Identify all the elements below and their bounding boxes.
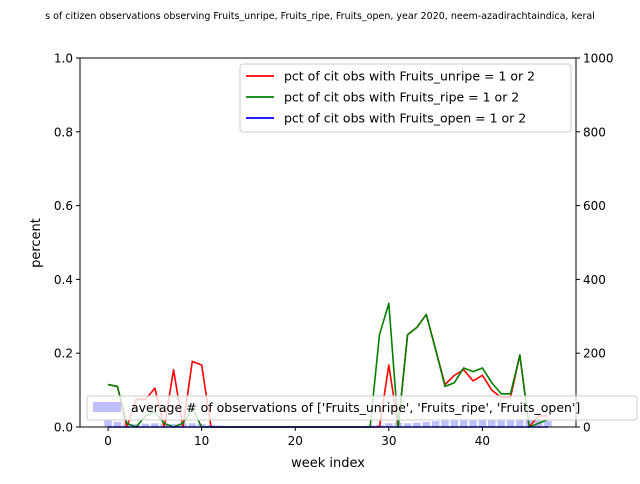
y-tick-label: 1.0 (54, 52, 73, 66)
y-tick-label: 0.6 (54, 199, 73, 213)
x-axis-label: week index (291, 456, 365, 471)
x-tick-label: 20 (288, 434, 303, 448)
observation-bar (431, 421, 440, 427)
observation-bar (403, 423, 412, 427)
observation-bar (141, 423, 150, 427)
observation-bar (516, 420, 524, 427)
y2-tick-label: 200 (583, 347, 606, 361)
bar-legend-swatch (93, 402, 121, 412)
x-axis: 0 10 20 30 40 (104, 427, 490, 448)
y2-tick-label: 400 (583, 273, 606, 287)
y-tick-label: 0.8 (54, 125, 73, 139)
series-legend: pct of cit obs with Fruits_unripe = 1 or… (239, 63, 572, 133)
legend-label: pct of cit obs with Fruits_ripe = 1 or 2 (284, 90, 519, 105)
y2-tick-label: 1000 (583, 52, 614, 66)
observation-bar (450, 420, 459, 427)
chart-title: s of citizen observations observing Frui… (45, 11, 595, 22)
y2-tick-label: 800 (583, 125, 606, 139)
x-tick-label: 40 (475, 434, 490, 448)
x-tick-label: 10 (194, 434, 209, 448)
bar-legend: average # of observations of ['Fruits_un… (86, 395, 638, 421)
observation-bar (544, 421, 552, 427)
y2-tick-label: 600 (583, 199, 606, 213)
observation-bar (478, 420, 487, 427)
observation-bar (385, 423, 393, 427)
y-axis-left: 0.0 0.2 0.4 0.6 0.8 1.0 (54, 52, 80, 435)
legend-label: pct of cit obs with Fruits_open = 1 or 2 (284, 111, 526, 126)
observation-bar (488, 420, 496, 427)
y-axis-label: percent (29, 218, 44, 268)
observation-bar (132, 424, 140, 427)
x-tick-label: 0 (104, 434, 112, 448)
plot-frame (79, 57, 577, 428)
observation-bar (469, 420, 477, 427)
y2-tick-label: 0 (583, 421, 591, 435)
bar-legend-label: average # of observations of ['Fruits_un… (131, 400, 580, 415)
observation-bar (113, 421, 122, 427)
x-tick-label: 30 (381, 434, 396, 448)
observation-bar (188, 423, 197, 427)
observation-bar (169, 424, 178, 427)
observation-bar (441, 420, 449, 427)
y-tick-label: 0.4 (54, 273, 73, 287)
legend-label: pct of cit obs with Fruits_unripe = 1 or… (284, 69, 535, 84)
observation-bar (497, 420, 505, 427)
observation-bar (413, 422, 421, 427)
observation-bar (459, 420, 468, 427)
observation-bar (151, 423, 159, 427)
observation-bar (422, 421, 431, 427)
y-tick-label: 0.2 (54, 347, 73, 361)
series-legend-box (239, 63, 572, 133)
bar-legend-box (86, 395, 638, 421)
y-tick-label: 0.0 (54, 421, 73, 435)
observation-bar (104, 420, 112, 427)
y-axis-right: 0 200 400 600 800 1000 (576, 52, 614, 435)
observation-bar (506, 420, 515, 427)
